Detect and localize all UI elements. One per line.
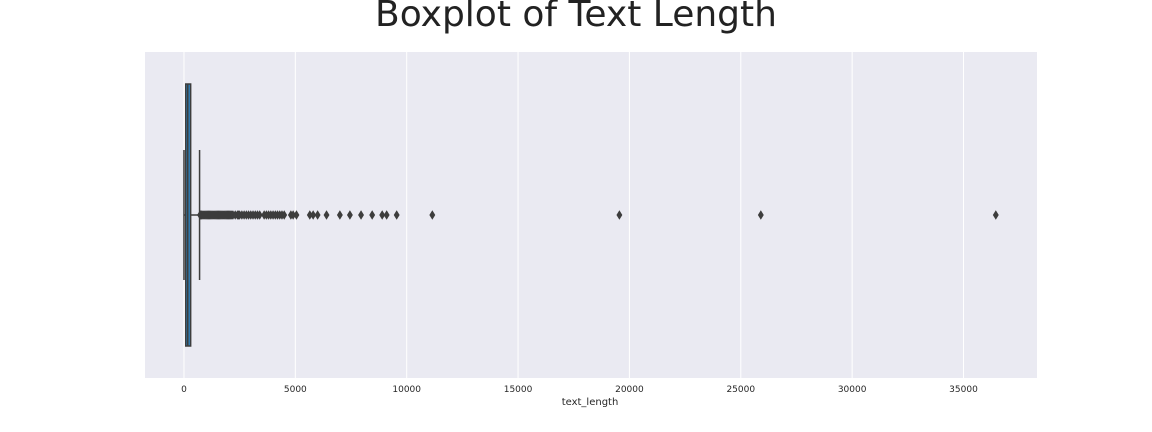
outlier-point: [383, 210, 390, 220]
outlier-point: [379, 210, 386, 220]
chart-title: Boxplot of Text Length: [375, 0, 777, 35]
outlier-point: [369, 210, 376, 220]
outlier-point: [293, 210, 300, 220]
x-tick-label: 35000: [949, 385, 978, 395]
outlier-point: [310, 210, 317, 220]
outlier-point: [314, 210, 321, 220]
outlier-point: [429, 210, 436, 220]
outlier-point: [757, 210, 764, 220]
x-tick-label: 0: [181, 385, 187, 395]
x-tick-label: 25000: [726, 385, 755, 395]
outlier-point: [358, 210, 364, 220]
outlier-point: [346, 210, 353, 220]
x-tick-label: 5000: [284, 385, 307, 395]
grid-lines: [183, 52, 965, 378]
outlier-point: [616, 210, 623, 220]
x-axis-label: text_length: [562, 397, 619, 408]
x-tick-label: 20000: [615, 385, 644, 395]
outlier-point: [336, 210, 343, 220]
outlier-point: [323, 210, 330, 220]
outlier-point: [256, 210, 263, 220]
x-tick-label: 15000: [504, 385, 533, 395]
x-axis-ticks: 0 5000 10000 15000 20000 25000 30000 35000: [181, 385, 978, 395]
x-tick-label: 10000: [392, 385, 421, 395]
outlier-points: [197, 210, 999, 220]
outlier-point: [393, 210, 400, 220]
outlier-point: [992, 210, 999, 220]
x-tick-label: 30000: [838, 385, 867, 395]
outlier-point: [281, 210, 288, 220]
